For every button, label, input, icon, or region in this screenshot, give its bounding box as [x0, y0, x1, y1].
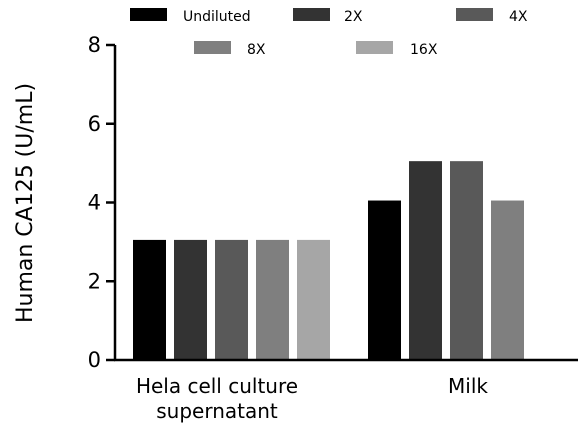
- y-ticks: 0 2 4 6 8: [88, 33, 115, 372]
- y-tick-label: 6: [88, 112, 101, 136]
- legend-label: Undiluted: [183, 9, 251, 25]
- x-category-label: Milk: [448, 374, 488, 398]
- legend-swatch: [130, 8, 167, 21]
- y-tick-label: 0: [88, 348, 101, 372]
- legend: Undiluted 2X 4X 8X 16X: [130, 8, 528, 58]
- legend-label: 8X: [247, 42, 266, 58]
- bar-undiluted-milk: [368, 200, 401, 360]
- legend-label: 16X: [410, 42, 438, 58]
- legend-label: 4X: [509, 9, 528, 25]
- bar-undiluted-hela: [133, 239, 166, 360]
- x-category-label: supernatant: [156, 399, 278, 423]
- y-tick-label: 4: [88, 191, 101, 215]
- bar-4x-milk: [450, 161, 483, 360]
- bar-2x-hela: [174, 239, 207, 360]
- legend-swatch: [194, 41, 231, 54]
- bar-8x-milk: [491, 200, 524, 360]
- x-category-label: Hela cell culture: [136, 374, 298, 398]
- y-tick-label: 8: [88, 33, 101, 57]
- bar-2x-milk: [409, 161, 442, 360]
- y-tick-label: 2: [88, 269, 101, 293]
- bar-16x-hela: [297, 239, 330, 360]
- legend-swatch: [356, 41, 393, 54]
- legend-swatch: [293, 8, 330, 21]
- y-axis-title: Human CA125 (U/mL): [13, 83, 38, 323]
- legend-label: 2X: [344, 9, 363, 25]
- bar-4x-hela: [215, 239, 248, 360]
- bar-8x-hela: [256, 239, 289, 360]
- legend-swatch: [456, 8, 493, 21]
- bars: [133, 161, 524, 360]
